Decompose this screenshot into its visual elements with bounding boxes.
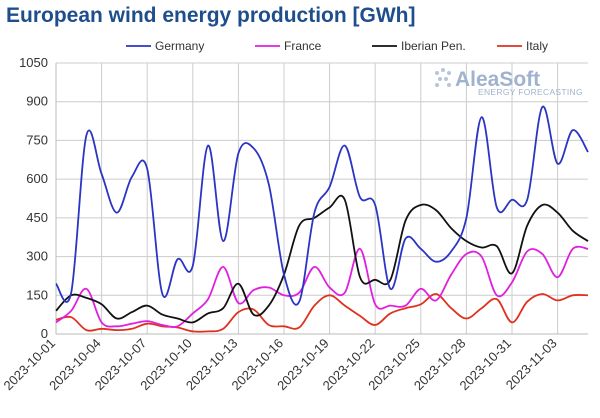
series-line-germany [55,105,589,306]
logo-mark-icon [435,68,451,87]
series-line-italy [55,293,589,333]
legend-label-france: France [284,39,322,53]
gridlines [55,62,588,335]
legend-label-italy: Italy [526,39,548,53]
logo-name: AleaSoft [455,68,540,91]
legend-label-iberian-pen: Iberian Pen. [401,39,466,53]
y-tick-label: 750 [26,132,48,147]
aleasoft-logo: AleaSoft ENERGY FORECASTING [435,68,583,97]
y-tick-label: 300 [26,249,48,264]
logo-tagline: ENERGY FORECASTING [478,87,583,97]
legend-label-germany: Germany [155,39,204,53]
series-line-iberian-pen [55,194,589,324]
y-tick-label: 600 [26,171,48,186]
series-lines [55,105,589,333]
legend: Germany France Iberian Pen. Italy [126,39,548,53]
y-tick-label: 150 [26,287,48,302]
chart-title: European wind energy production [GWh] [6,4,416,27]
y-tick-label: 0 [41,326,48,341]
y-tick-label: 900 [26,94,48,109]
series-line-france [55,245,589,328]
axes: 015030045060075090010502023-10-012023-10… [0,55,588,393]
y-tick-label: 1050 [19,55,48,70]
y-tick-label: 450 [26,210,48,225]
